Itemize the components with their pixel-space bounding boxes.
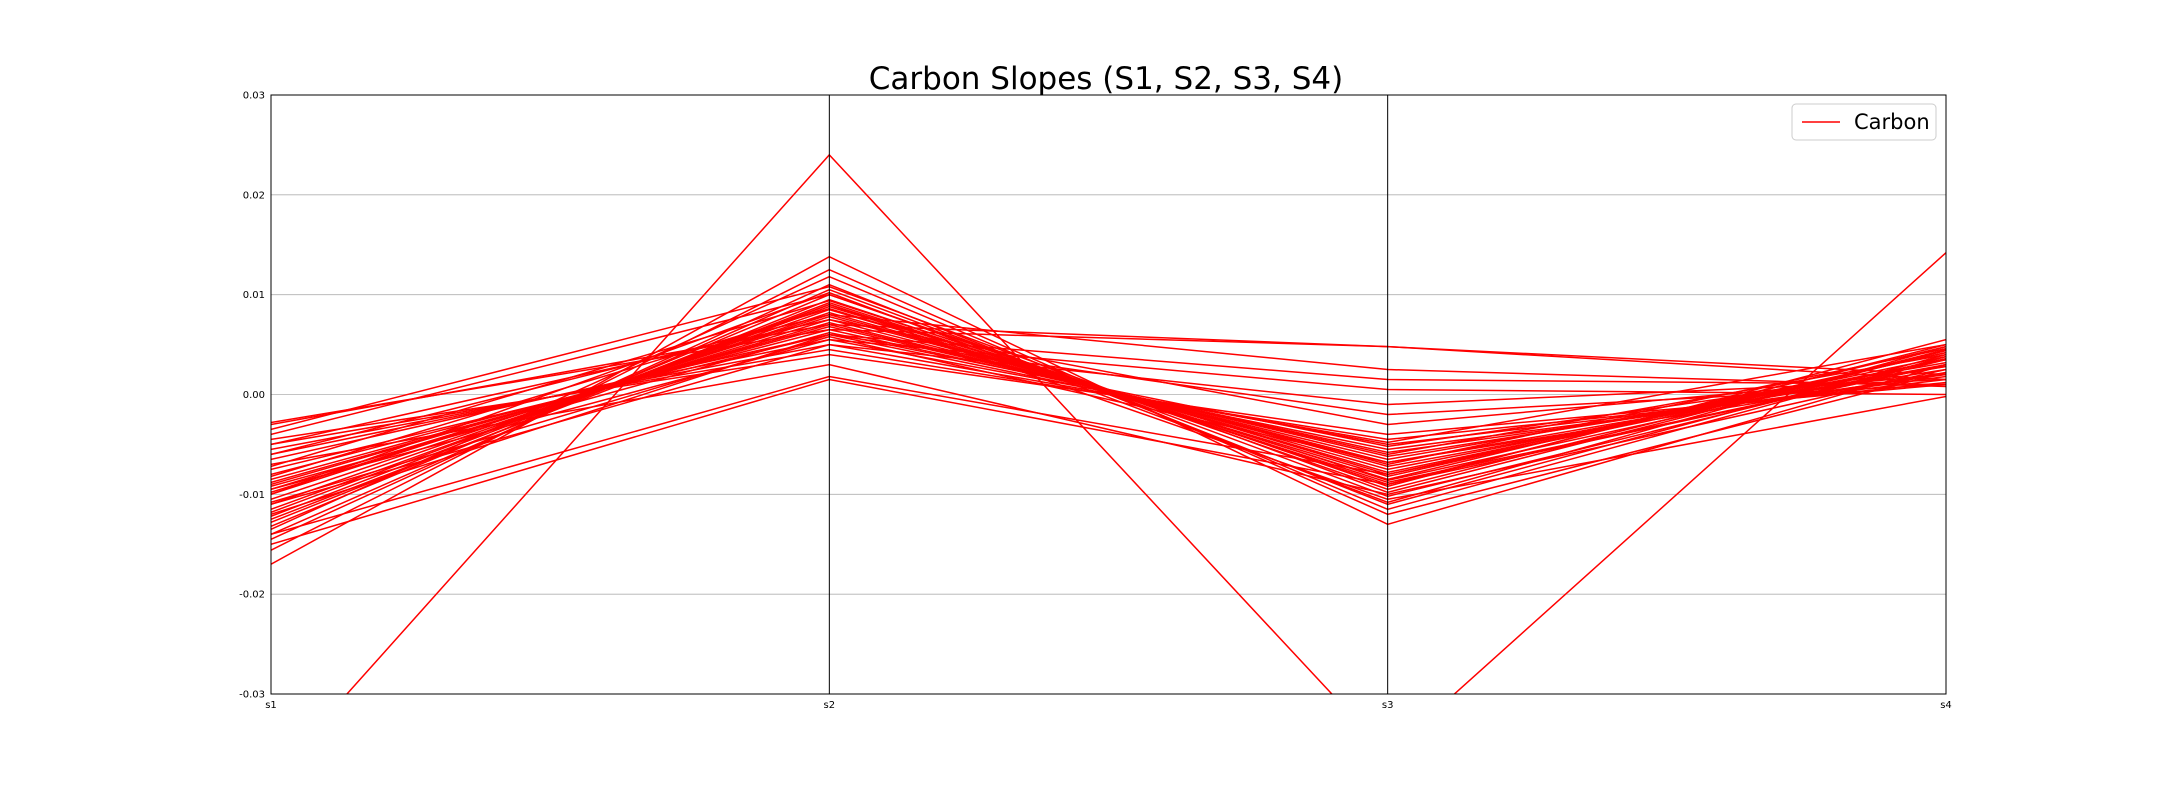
- x-tick-label: s4: [1940, 700, 1952, 711]
- y-tick-label: 0.03: [243, 91, 265, 102]
- legend: Carbon: [1791, 103, 1937, 141]
- series-line-carbon: [271, 323, 1946, 426]
- series-line-carbon: [271, 331, 1946, 488]
- x-tick-label: s2: [824, 700, 836, 711]
- series-line-carbon: [271, 335, 1946, 504]
- y-tick-label: 0.00: [243, 390, 265, 401]
- series-line-carbon: [271, 328, 1946, 424]
- series-line-carbon: [271, 303, 1946, 521]
- series-line-carbon: [271, 291, 1946, 504]
- series-line-carbon: [271, 315, 1946, 494]
- series-line-carbon: [271, 363, 1946, 496]
- series-line-carbon: [271, 333, 1946, 461]
- y-tick-label: -0.03: [239, 690, 265, 701]
- series-line-carbon: [271, 313, 1946, 456]
- chart-title: Carbon Slopes (S1, S2, S3, S4): [869, 61, 1343, 97]
- y-tick-label: -0.01: [239, 490, 265, 501]
- series-line-carbon: [271, 307, 1946, 478]
- series-line-carbon: [345, 153, 1946, 694]
- series-line-carbon: [271, 318, 1946, 446]
- plot-frame: [270, 94, 1947, 695]
- legend-label-carbon: Carbon: [1854, 110, 1930, 134]
- x-tick-label: s1: [265, 700, 277, 711]
- y-tick-label: -0.02: [239, 590, 265, 601]
- series-lines: [271, 153, 1946, 694]
- series-line-carbon: [271, 299, 1946, 482]
- x-tick-label: s3: [1382, 700, 1394, 711]
- y-tick-label: 0.01: [243, 290, 265, 301]
- legend-box: [1791, 103, 1937, 141]
- y-tick-label: 0.02: [243, 190, 265, 201]
- series-line-carbon: [271, 358, 1946, 536]
